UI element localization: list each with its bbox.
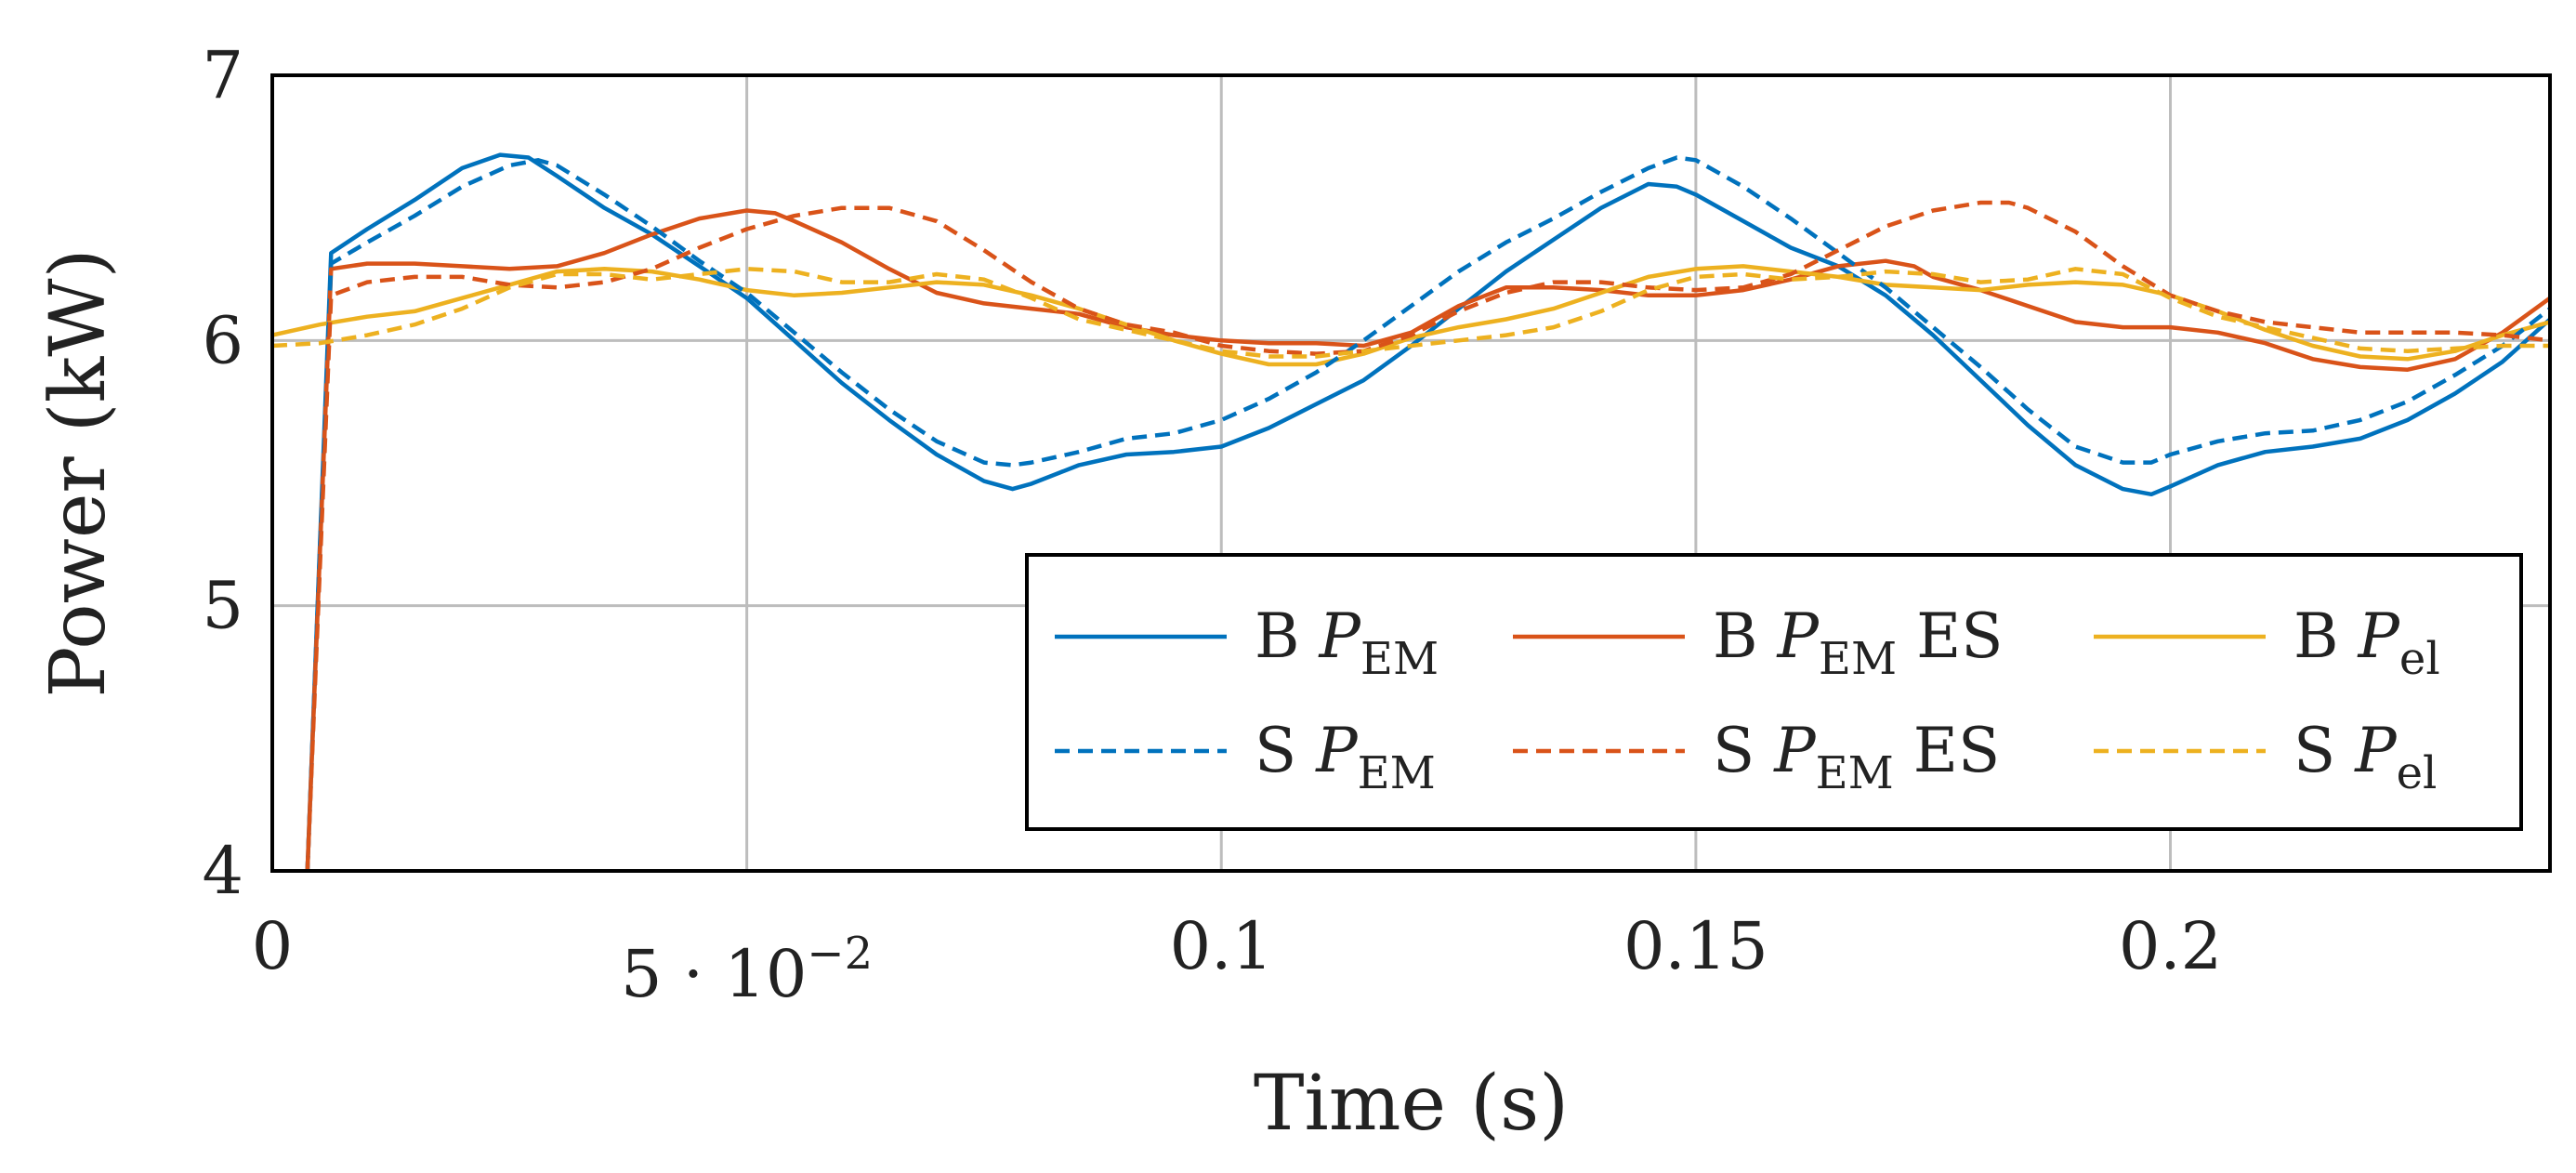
- plot-frame: [270, 73, 2552, 873]
- legend-label-2: B Pel: [2293, 600, 2440, 685]
- series-line-1: [305, 208, 2550, 871]
- legend-label-0: B PEM: [1255, 600, 1439, 685]
- series-line-3: [305, 155, 2550, 871]
- series-lines: [272, 152, 2550, 871]
- x-axis-ticks: 0 5 · 10−2 0.1 0.15 0.2: [252, 908, 2222, 1012]
- series-line-4: [305, 200, 2550, 871]
- y-tick-label-0: 4: [202, 833, 243, 909]
- x-tick-label-2: 0.1: [1170, 908, 1273, 984]
- series-line-5: [272, 267, 2550, 359]
- y-axis-ticks: 4 5 6 7: [202, 37, 243, 909]
- legend-label-5: S Pel: [2293, 715, 2437, 799]
- legend: B PEM B PEM ES B Pel S PEM S PEM ES S Pel: [1025, 553, 2523, 831]
- y-axis-title: Power (kW): [34, 248, 123, 697]
- x-axis-title: Time (s): [1254, 1060, 1569, 1148]
- y-tick-label-2: 6: [202, 302, 243, 378]
- legend-label-1: B PEM ES: [1713, 600, 2003, 685]
- legend-box: [1025, 553, 2523, 831]
- legend-label-3: S PEM: [1255, 715, 1436, 799]
- x-tick-label-3: 0.15: [1623, 908, 1768, 984]
- legend-label-4: S PEM ES: [1713, 715, 2000, 799]
- y-tick-label-1: 5: [202, 568, 243, 644]
- x-tick-label-0: 0: [252, 908, 294, 984]
- y-tick-label-3: 7: [202, 37, 243, 113]
- x-tick-label-1: 5 · 10−2: [621, 928, 873, 1012]
- x-tick-label-4: 0.2: [2119, 908, 2222, 984]
